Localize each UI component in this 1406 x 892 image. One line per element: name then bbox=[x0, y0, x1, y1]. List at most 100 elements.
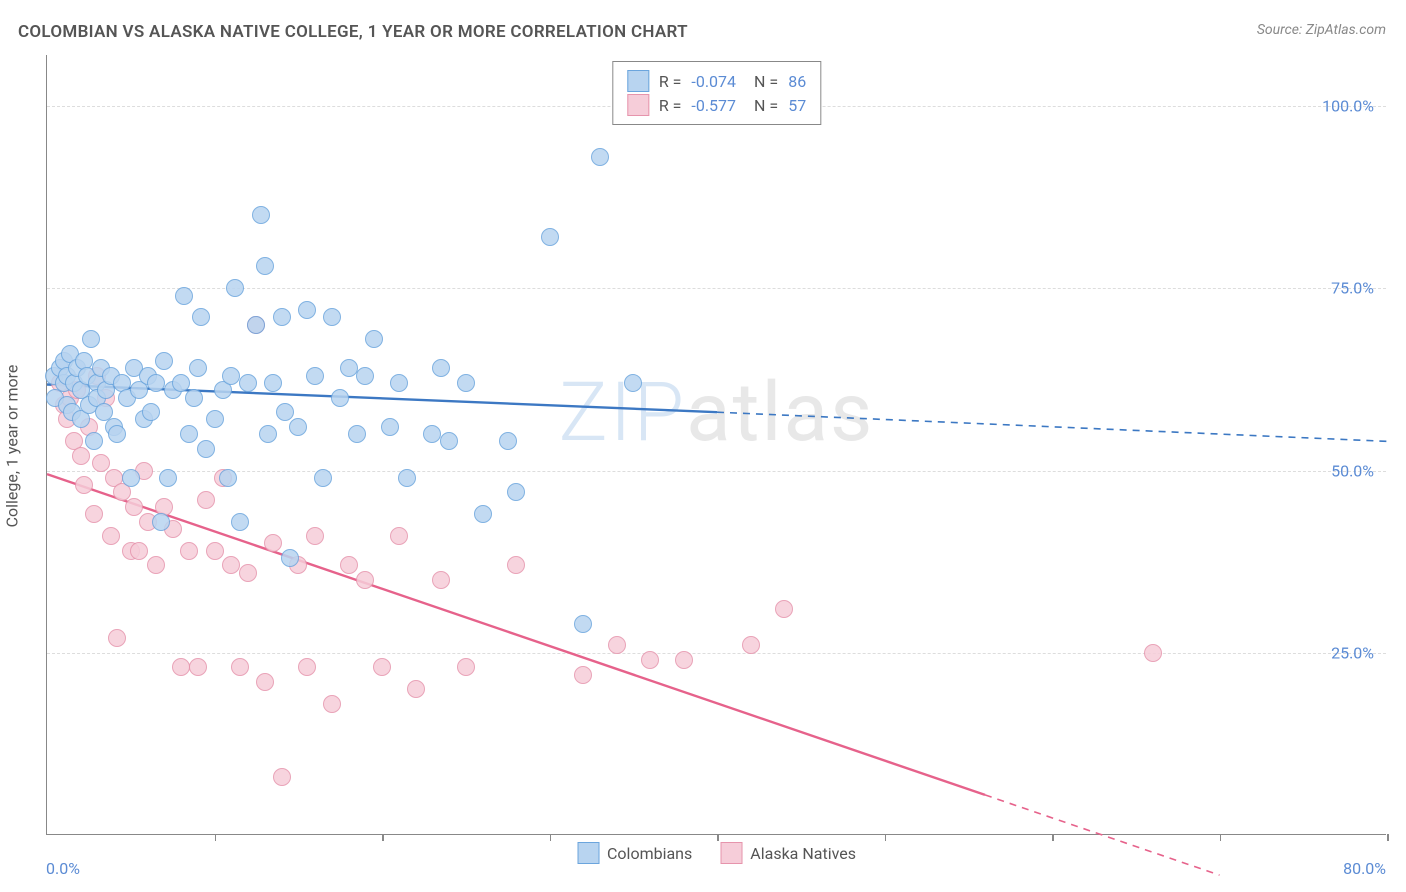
scatter-point-b bbox=[231, 658, 249, 676]
scatter-point-a bbox=[222, 367, 240, 385]
scatter-point-a bbox=[273, 308, 291, 326]
scatter-point-b bbox=[172, 658, 190, 676]
scatter-point-b bbox=[147, 556, 165, 574]
scatter-point-b bbox=[742, 636, 760, 654]
scatter-point-a bbox=[474, 505, 492, 523]
scatter-point-a bbox=[298, 301, 316, 319]
swatch-a bbox=[627, 70, 649, 92]
scatter-point-b bbox=[298, 658, 316, 676]
x-tick bbox=[215, 834, 217, 841]
scatter-point-a bbox=[276, 403, 294, 421]
scatter-point-b bbox=[432, 571, 450, 589]
scatter-point-a bbox=[499, 432, 517, 450]
scatter-point-a bbox=[252, 206, 270, 224]
scatter-point-b bbox=[206, 542, 224, 560]
watermark: ZIPatlas bbox=[559, 365, 875, 461]
y-tick-label: 50.0% bbox=[1331, 461, 1374, 480]
scatter-point-a bbox=[152, 513, 170, 531]
x-tick bbox=[550, 834, 552, 841]
scatter-point-b bbox=[306, 527, 324, 545]
x-tick bbox=[1220, 834, 1222, 841]
swatch-a-icon bbox=[577, 842, 599, 864]
scatter-point-a bbox=[348, 425, 366, 443]
swatch-b-icon bbox=[720, 842, 742, 864]
scatter-point-b bbox=[507, 556, 525, 574]
scatter-point-a bbox=[390, 374, 408, 392]
scatter-point-b bbox=[574, 666, 592, 684]
scatter-point-a bbox=[507, 483, 525, 501]
scatter-point-a bbox=[423, 425, 441, 443]
scatter-point-b bbox=[85, 505, 103, 523]
x-tick bbox=[717, 834, 719, 841]
scatter-point-a bbox=[432, 359, 450, 377]
scatter-point-a bbox=[440, 432, 458, 450]
legend-row-a: R =-0.074 N =86 bbox=[627, 70, 806, 92]
scatter-point-a bbox=[189, 359, 207, 377]
scatter-point-b bbox=[239, 564, 257, 582]
y-tick-label: 75.0% bbox=[1331, 279, 1374, 298]
scatter-point-a bbox=[340, 359, 358, 377]
scatter-point-a bbox=[85, 432, 103, 450]
scatter-point-b bbox=[608, 636, 626, 654]
scatter-point-a bbox=[457, 374, 475, 392]
scatter-point-a bbox=[398, 469, 416, 487]
scatter-point-a bbox=[108, 425, 126, 443]
scatter-point-a bbox=[172, 374, 190, 392]
scatter-point-b bbox=[72, 447, 90, 465]
scatter-point-a bbox=[381, 418, 399, 436]
scatter-point-b bbox=[373, 658, 391, 676]
gridline bbox=[47, 471, 1386, 472]
scatter-point-b bbox=[273, 768, 291, 786]
legend-series: Colombians Alaska Natives bbox=[577, 842, 856, 864]
scatter-point-b bbox=[125, 498, 143, 516]
scatter-point-a bbox=[264, 374, 282, 392]
scatter-point-a bbox=[306, 367, 324, 385]
scatter-point-a bbox=[624, 374, 642, 392]
swatch-b bbox=[627, 94, 649, 116]
scatter-point-a bbox=[197, 440, 215, 458]
scatter-point-a bbox=[323, 308, 341, 326]
x-tick bbox=[1387, 834, 1389, 841]
scatter-point-a bbox=[541, 228, 559, 246]
scatter-point-b bbox=[102, 527, 120, 545]
scatter-point-b bbox=[108, 629, 126, 647]
x-axis-min-label: 0.0% bbox=[46, 859, 80, 878]
scatter-point-b bbox=[75, 476, 93, 494]
x-tick bbox=[382, 834, 384, 841]
scatter-point-a bbox=[175, 287, 193, 305]
x-tick bbox=[1052, 834, 1054, 841]
scatter-point-a bbox=[159, 469, 177, 487]
scatter-point-b bbox=[675, 651, 693, 669]
scatter-point-b bbox=[197, 491, 215, 509]
legend-row-b: R =-0.577 N =57 bbox=[627, 94, 806, 116]
scatter-point-b bbox=[222, 556, 240, 574]
scatter-point-a bbox=[155, 352, 173, 370]
y-tick-label: 25.0% bbox=[1331, 643, 1374, 662]
x-tick bbox=[885, 834, 887, 841]
chart-title: COLOMBIAN VS ALASKA NATIVE COLLEGE, 1 YE… bbox=[18, 22, 688, 42]
scatter-point-b bbox=[1144, 644, 1162, 662]
scatter-point-a bbox=[122, 469, 140, 487]
scatter-point-a bbox=[82, 330, 100, 348]
scatter-point-b bbox=[130, 542, 148, 560]
scatter-point-b bbox=[92, 454, 110, 472]
scatter-point-a bbox=[142, 403, 160, 421]
scatter-point-a bbox=[356, 367, 374, 385]
scatter-point-a bbox=[259, 425, 277, 443]
scatter-point-b bbox=[390, 527, 408, 545]
source-attribution: Source: ZipAtlas.com bbox=[1257, 22, 1386, 38]
gridline bbox=[47, 288, 1386, 289]
scatter-point-a bbox=[314, 469, 332, 487]
scatter-point-b bbox=[180, 542, 198, 560]
scatter-point-a bbox=[331, 389, 349, 407]
scatter-point-b bbox=[457, 658, 475, 676]
scatter-point-a bbox=[591, 148, 609, 166]
scatter-point-a bbox=[281, 549, 299, 567]
scatter-point-b bbox=[256, 673, 274, 691]
scatter-point-a bbox=[147, 374, 165, 392]
scatter-point-b bbox=[323, 695, 341, 713]
scatter-point-b bbox=[641, 651, 659, 669]
scatter-point-a bbox=[365, 330, 383, 348]
x-axis-max-label: 80.0% bbox=[1343, 859, 1386, 878]
scatter-point-a bbox=[289, 418, 307, 436]
